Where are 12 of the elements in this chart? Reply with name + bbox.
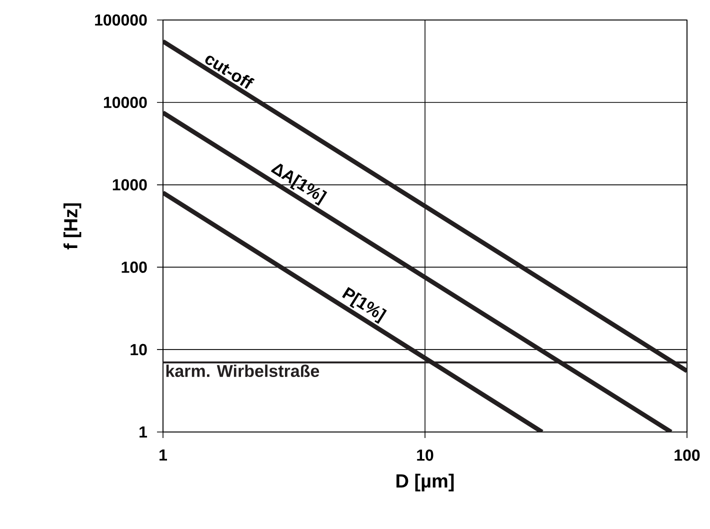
x-axis-title: D [µm] bbox=[396, 474, 454, 492]
y-tick-label: 1 bbox=[140, 426, 148, 438]
y-tick-label: 1000 bbox=[112, 179, 147, 190]
y-axis-title: f [Hz] bbox=[64, 203, 82, 250]
y-tick-label: 100 bbox=[122, 262, 147, 273]
x-tick-label: 10 bbox=[417, 450, 434, 461]
y-tick-label: 10 bbox=[130, 344, 147, 356]
ref-line-label: karm. Wirbelstraße bbox=[166, 364, 320, 378]
x-tick-label: 100 bbox=[674, 450, 700, 461]
x-tick-label: 1 bbox=[160, 450, 168, 461]
y-tick-label: 10000 bbox=[104, 96, 147, 108]
y-tick-label: 100000 bbox=[95, 14, 147, 26]
